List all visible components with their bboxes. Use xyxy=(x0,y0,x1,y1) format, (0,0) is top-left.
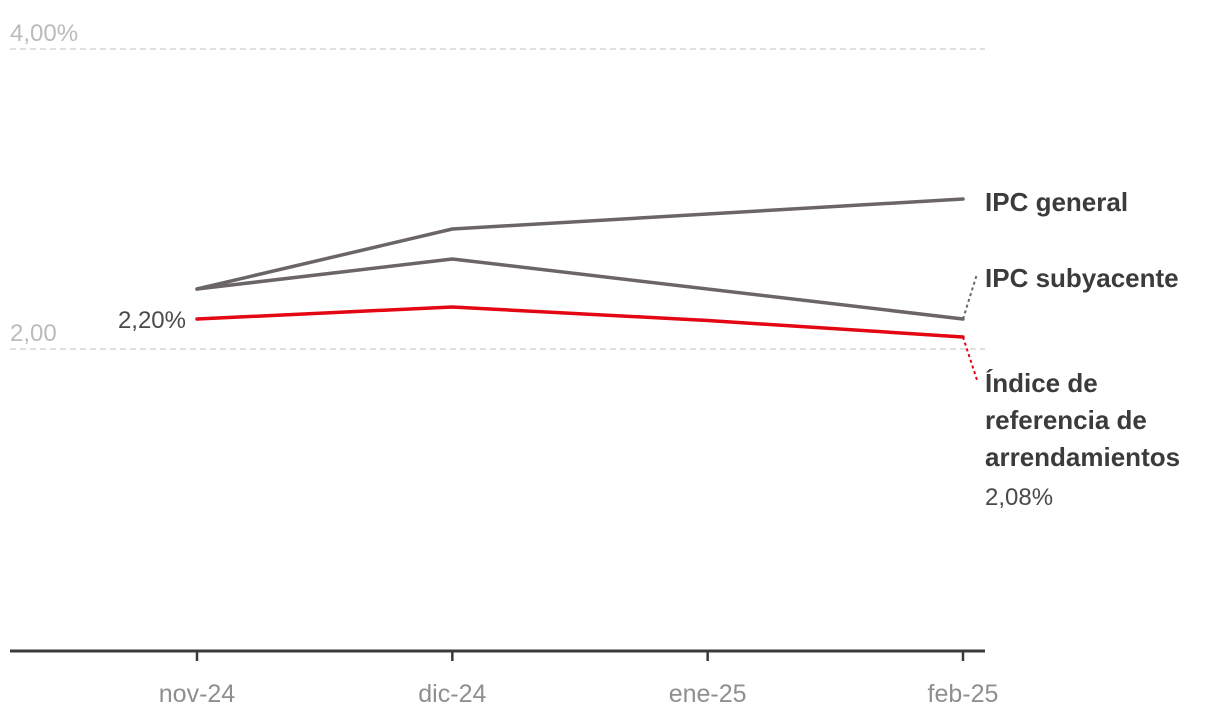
series-label-indice-line-3: arrendamientos xyxy=(985,442,1180,472)
leader-indice-referencia xyxy=(962,336,978,381)
series-lines xyxy=(195,197,965,339)
y-tick-label-2: 2,00 xyxy=(10,320,57,347)
gridlines xyxy=(10,48,985,350)
series-label-indice-line-1: Índice de xyxy=(985,368,1098,398)
series-labels: IPC general IPC subyacente Índice de ref… xyxy=(118,187,1180,511)
x-tick-label-nov-24: nov-24 xyxy=(159,680,236,708)
x-tick-label-feb-25: feb-25 xyxy=(928,680,999,708)
x-axis-ticks: nov-24 dic-24 ene-25 feb-25 xyxy=(159,651,999,708)
series-label-ipc-general: IPC general xyxy=(985,187,1128,217)
x-tick-label-dic-24: dic-24 xyxy=(418,680,486,708)
end-value-label: 2,08% xyxy=(985,484,1053,511)
y-axis-tick-labels: 4,00% 2,00 xyxy=(10,20,78,347)
start-value-label: 2,20% xyxy=(118,307,186,334)
x-tick-label-ene-25: ene-25 xyxy=(669,680,747,708)
y-tick-label-4: 4,00% xyxy=(10,20,78,47)
series-line-ipc-subyacente xyxy=(195,257,965,321)
series-line-ipc-general xyxy=(195,197,965,291)
series-label-indice-line-2: referencia de xyxy=(985,405,1147,435)
series-label-ipc-subyacente: IPC subyacente xyxy=(985,263,1179,293)
leader-ipc-subyacente xyxy=(962,273,978,320)
series-line-indice-referencia xyxy=(195,305,965,339)
label-leader-lines xyxy=(962,273,978,381)
